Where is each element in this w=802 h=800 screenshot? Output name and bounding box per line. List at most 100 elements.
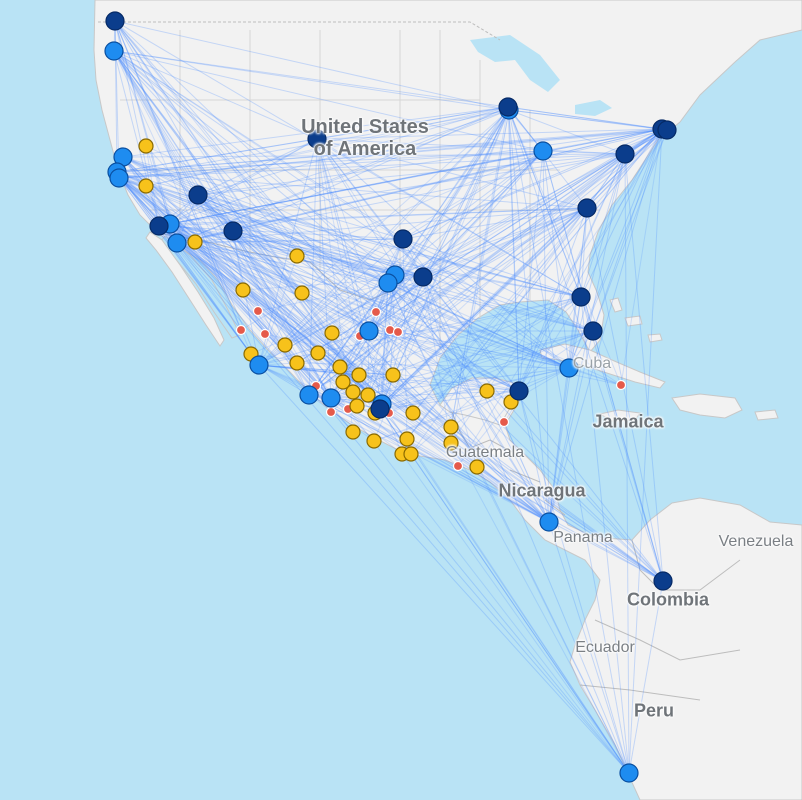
airport-marker-red[interactable] xyxy=(325,406,337,418)
hub-marker-light[interactable] xyxy=(619,763,639,783)
hub-marker-dark[interactable] xyxy=(413,267,433,287)
node-layer[interactable] xyxy=(104,11,677,783)
route-line xyxy=(367,330,594,396)
route-line xyxy=(116,171,588,209)
hub-marker-dark[interactable] xyxy=(188,185,208,205)
hub-marker-dark[interactable] xyxy=(223,221,243,241)
hub-marker-light[interactable] xyxy=(559,358,579,378)
airport-marker-yellow[interactable] xyxy=(360,387,376,403)
route-line xyxy=(368,330,570,369)
airport-marker-yellow[interactable] xyxy=(405,405,421,421)
hub-marker-dark[interactable] xyxy=(615,144,635,164)
route-line xyxy=(330,150,544,399)
route-line xyxy=(158,225,383,405)
airport-marker-yellow[interactable] xyxy=(399,431,415,447)
route-line xyxy=(412,128,663,414)
route-line xyxy=(114,20,242,331)
route-line xyxy=(116,128,663,173)
hub-marker-light[interactable] xyxy=(299,385,319,405)
airport-marker-red[interactable] xyxy=(252,305,264,317)
hub-marker-dark[interactable] xyxy=(577,198,597,218)
hub-marker-light[interactable] xyxy=(167,233,187,253)
hub-marker-light[interactable] xyxy=(109,168,129,188)
hub-marker-light[interactable] xyxy=(249,355,269,375)
airport-marker-red[interactable] xyxy=(452,460,464,472)
hub-marker-dark[interactable] xyxy=(149,216,169,236)
airport-marker-yellow[interactable] xyxy=(324,325,340,341)
airport-marker-yellow[interactable] xyxy=(138,178,154,194)
route-line xyxy=(316,106,509,140)
airport-marker-yellow[interactable] xyxy=(332,359,348,375)
hub-marker-light[interactable] xyxy=(533,141,553,161)
route-line xyxy=(628,580,664,774)
route-line xyxy=(330,207,588,399)
hub-marker-dark[interactable] xyxy=(393,229,413,249)
airport-marker-red[interactable] xyxy=(259,328,271,340)
route-line xyxy=(113,50,199,196)
airport-marker-yellow[interactable] xyxy=(366,433,382,449)
hub-marker-dark[interactable] xyxy=(657,120,677,140)
airport-marker-yellow[interactable] xyxy=(310,345,326,361)
route-line xyxy=(113,50,369,396)
airport-marker-yellow[interactable] xyxy=(235,282,251,298)
route-line xyxy=(169,223,512,403)
route-line xyxy=(503,421,550,523)
airport-marker-yellow[interactable] xyxy=(479,383,495,399)
airport-marker-yellow[interactable] xyxy=(294,285,310,301)
airport-marker-yellow[interactable] xyxy=(187,234,203,250)
hub-marker-dark[interactable] xyxy=(105,11,125,31)
route-line xyxy=(113,50,317,387)
airport-marker-red[interactable] xyxy=(615,379,627,391)
route-line xyxy=(367,274,396,396)
airport-marker-red[interactable] xyxy=(235,324,247,336)
route-line xyxy=(114,20,389,284)
airport-marker-yellow[interactable] xyxy=(349,398,365,414)
airport-marker-yellow[interactable] xyxy=(443,435,459,451)
route-line xyxy=(113,50,570,369)
airport-marker-yellow[interactable] xyxy=(469,459,485,475)
airport-marker-yellow[interactable] xyxy=(351,367,367,383)
airport-marker-red[interactable] xyxy=(392,326,404,338)
airport-marker-yellow[interactable] xyxy=(403,446,419,462)
hub-marker-dark[interactable] xyxy=(370,399,390,419)
route-line xyxy=(379,367,570,410)
hub-marker-dark[interactable] xyxy=(307,129,327,149)
route-line xyxy=(116,138,318,173)
hub-marker-light[interactable] xyxy=(378,273,398,293)
hub-marker-dark[interactable] xyxy=(509,381,529,401)
route-line xyxy=(176,242,377,313)
airport-marker-yellow[interactable] xyxy=(345,384,361,400)
hub-marker-light[interactable] xyxy=(104,41,124,61)
airport-marker-red[interactable] xyxy=(370,306,382,318)
airport-marker-yellow[interactable] xyxy=(385,367,401,383)
airport-marker-yellow[interactable] xyxy=(277,337,293,353)
route-line xyxy=(356,276,424,407)
route-line xyxy=(258,138,318,366)
route-line xyxy=(331,282,389,334)
great-lakes xyxy=(470,35,612,116)
route-line xyxy=(232,230,244,291)
hub-marker-dark[interactable] xyxy=(583,321,603,341)
route-line xyxy=(548,296,582,523)
hub-marker-light[interactable] xyxy=(539,512,559,532)
route-line xyxy=(169,223,389,284)
airport-marker-yellow[interactable] xyxy=(289,355,305,371)
hub-marker-dark[interactable] xyxy=(653,571,673,591)
hub-marker-light[interactable] xyxy=(321,388,341,408)
route-line xyxy=(240,150,544,331)
airport-marker-yellow[interactable] xyxy=(443,419,459,435)
airport-marker-yellow[interactable] xyxy=(289,248,305,264)
route-line xyxy=(169,138,318,225)
route-line xyxy=(169,153,626,225)
airport-marker-yellow[interactable] xyxy=(335,374,351,390)
hub-marker-light[interactable] xyxy=(359,321,379,341)
land-layer xyxy=(93,0,802,800)
hub-marker-dark[interactable] xyxy=(571,287,591,307)
airport-marker-yellow[interactable] xyxy=(138,138,154,154)
route-line xyxy=(387,282,488,392)
airport-marker-yellow[interactable] xyxy=(345,424,361,440)
hub-marker-dark[interactable] xyxy=(498,97,518,117)
airport-marker-red[interactable] xyxy=(498,416,510,428)
